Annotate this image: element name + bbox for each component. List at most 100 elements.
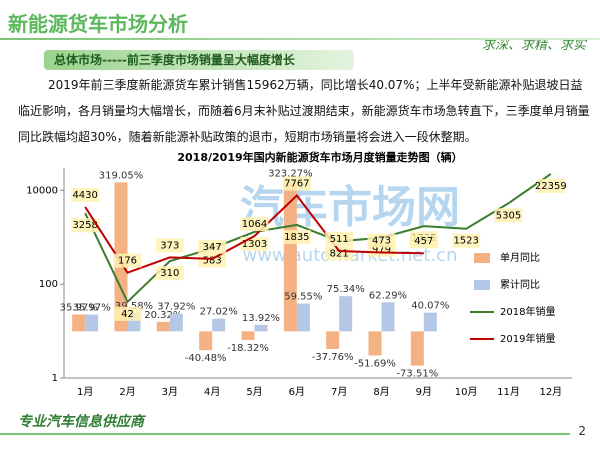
point-label: 1835 (284, 232, 309, 243)
label-box (536, 178, 565, 193)
label-box (494, 208, 523, 223)
label-box (325, 246, 354, 261)
point-label: 979 (372, 245, 391, 256)
motto: 求深、求精、求实 (481, 38, 586, 53)
x-tick-label: 2月 (119, 386, 135, 398)
bar (169, 313, 183, 332)
line (84, 194, 424, 274)
label-box (240, 217, 269, 232)
bar-label: 20.32% (144, 310, 182, 321)
label-box (452, 233, 481, 248)
bar (199, 331, 213, 351)
bar (339, 296, 353, 332)
bar-label: -40.48% (185, 353, 227, 364)
header-rule (0, 38, 600, 40)
y-tick-label: 10000 (26, 185, 58, 196)
legend-swatch (474, 253, 490, 263)
point-label: 7767 (284, 179, 309, 190)
bar-label: 323.27% (268, 168, 313, 179)
point-label: 373 (160, 240, 179, 251)
point-label: 1523 (453, 236, 478, 247)
label-box (113, 253, 142, 268)
point-label: 821 (330, 248, 349, 259)
bar-label: 35.97% (73, 303, 111, 314)
bar-label: -18.32% (227, 343, 269, 354)
label-box (113, 306, 142, 321)
bar (423, 312, 437, 332)
watermark-name: 汽车市场网 (240, 182, 460, 233)
point-label: 583 (203, 255, 222, 266)
bar (296, 303, 310, 332)
label-box (409, 234, 438, 249)
label-box (198, 253, 227, 268)
point-label: 310 (160, 268, 179, 279)
y-tick-label: 100 (39, 279, 58, 290)
footer-rule (0, 433, 570, 435)
bar-label: 319.05% (99, 170, 144, 181)
slide-title: 新能源货车市场分析 (8, 12, 188, 36)
bar-label: 59.55% (284, 292, 322, 303)
bar (212, 318, 226, 332)
point-label: 22359 (535, 181, 567, 192)
label-box (71, 218, 100, 233)
x-tick-label: 1月 (77, 386, 93, 398)
bar-label: 13.92% (242, 313, 280, 324)
legend-label: 2018年销量 (500, 305, 555, 318)
footer-text: 专业汽车信息供应商 (18, 414, 144, 430)
x-tick-label: 7月 (331, 386, 347, 398)
label-box (71, 187, 100, 202)
page-number: 2 (578, 424, 586, 438)
point-label: 42 (121, 309, 134, 320)
point-label: 1064 (242, 219, 267, 230)
bar (283, 180, 297, 332)
point-label: 5305 (496, 210, 521, 221)
bar (410, 331, 424, 366)
bar-label: 40.07% (411, 301, 449, 312)
x-tick-label: 9月 (416, 386, 432, 398)
legend-label: 2019年销量 (500, 332, 555, 345)
label-box (198, 239, 227, 254)
x-tick-label: 3月 (162, 386, 178, 398)
bar (368, 331, 382, 356)
bar-label: 27.02% (200, 307, 238, 318)
bar-label: 39.58% (115, 301, 153, 312)
bar (72, 314, 86, 332)
point-label: 511 (330, 234, 349, 245)
summary-text: 2019年前三季度新能源货车累计销售15962万辆，同比增长40.07%；上半年… (18, 78, 590, 144)
point-label: 473 (372, 236, 391, 247)
label-box (282, 176, 311, 191)
y-tick-label: 1 (52, 373, 58, 384)
bar (156, 321, 170, 332)
section-heading: 总体市场-----前三季度市场销量呈大幅度增长 (44, 50, 354, 70)
bar-label: -37.76% (312, 352, 354, 363)
point-label: 4430 (72, 190, 97, 201)
x-tick-label: 12月 (539, 386, 562, 398)
bar (85, 314, 99, 332)
x-tick-label: 4月 (204, 386, 220, 398)
bar (241, 331, 255, 340)
bar (254, 324, 268, 332)
chart-title: 2018/2019年国内新能源货车市场月度销量走势图（辆） (177, 150, 462, 164)
x-tick-label: 6月 (289, 386, 305, 398)
bar (381, 302, 395, 332)
bar-label: 35.97% (60, 303, 98, 314)
bar-label: -73.51% (396, 369, 438, 380)
label-box (325, 231, 354, 246)
point-label: 347 (203, 242, 222, 253)
point-label: 1303 (242, 239, 267, 250)
point-label: 3258 (72, 220, 97, 231)
legend-swatch (474, 280, 490, 290)
label-box (367, 233, 396, 248)
bar-label: 75.34% (327, 284, 365, 295)
legend-label: 单月同比 (500, 252, 540, 264)
bar (326, 331, 340, 349)
label-box (155, 266, 184, 281)
x-tick-label: 11月 (497, 386, 520, 398)
point-label: 176 (118, 256, 137, 267)
bar-label: 37.92% (157, 302, 195, 313)
legend-label: 累计同比 (500, 278, 540, 291)
bar-label: -51.69% (354, 358, 396, 369)
x-tick-label: 10月 (455, 386, 478, 398)
